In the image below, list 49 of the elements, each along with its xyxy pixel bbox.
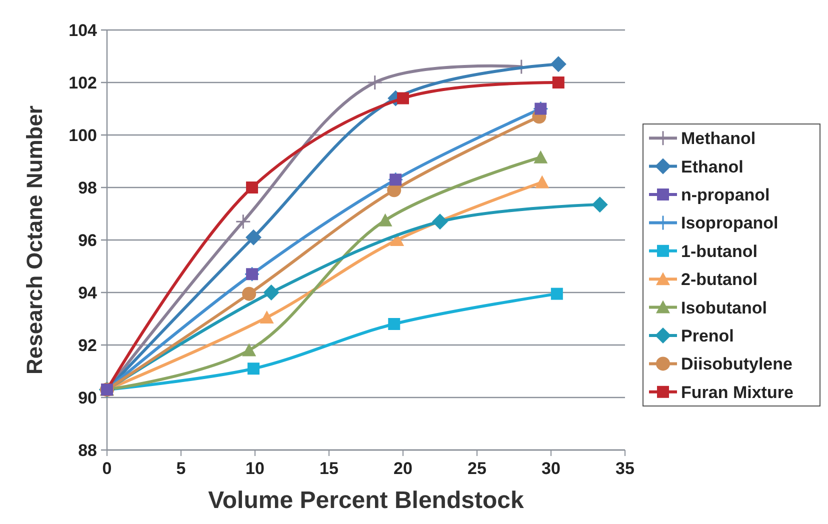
point: [263, 284, 280, 300]
x-tick-label: 5: [176, 459, 186, 478]
point: [552, 76, 564, 88]
point: [242, 343, 256, 356]
point: [388, 318, 400, 330]
point: [397, 92, 409, 104]
point: [235, 214, 251, 230]
y-tick-label: 102: [68, 74, 97, 92]
point: [550, 56, 566, 72]
y-tick-label: 96: [78, 231, 97, 250]
y-tick-label: 88: [78, 441, 97, 460]
x-tick-label: 30: [542, 459, 560, 478]
point: [592, 196, 608, 213]
y-tick-label: 104: [68, 21, 98, 40]
point: [535, 175, 550, 188]
x-tick-label: 10: [246, 459, 264, 478]
point: [260, 310, 274, 324]
x-axis-title: Volume Percent Blendstock: [208, 487, 524, 514]
legend-label: Isopropanol: [681, 214, 778, 233]
x-tick-label: 25: [468, 459, 486, 478]
point: [390, 233, 404, 246]
point: [246, 229, 262, 246]
legend-label: Diisobutylene: [681, 354, 792, 374]
legend-label: Methanol: [681, 129, 756, 148]
point: [246, 182, 258, 194]
y-tick-label: 90: [78, 388, 97, 408]
y-tick-label: 92: [78, 336, 97, 355]
legend-label: n-propanol: [681, 186, 770, 204]
legend-label: 1-butanol: [681, 242, 758, 261]
legend-label: Prenol: [681, 326, 734, 346]
y-tick-label: 100: [68, 126, 97, 145]
point: [534, 150, 548, 164]
y-tick-label: 98: [78, 178, 97, 198]
point: [242, 286, 256, 301]
legend-label: Ethanol: [681, 157, 744, 176]
point: [248, 362, 260, 375]
point: [550, 288, 563, 300]
point: [367, 74, 383, 90]
y-axis-title: Research Octane Number: [22, 105, 47, 374]
x-tick-label: 0: [102, 459, 112, 478]
point: [378, 213, 392, 226]
x-tick-label: 20: [394, 459, 412, 478]
point: [432, 214, 448, 230]
x-tick-label: 35: [616, 459, 634, 478]
legend-label: Furan Mixture: [681, 382, 794, 402]
legend-label: Isobutanol: [681, 298, 767, 318]
legend-label: 2-butanol: [681, 270, 758, 290]
x-tick-label: 15: [320, 459, 338, 478]
y-tick-label: 94: [78, 284, 98, 302]
